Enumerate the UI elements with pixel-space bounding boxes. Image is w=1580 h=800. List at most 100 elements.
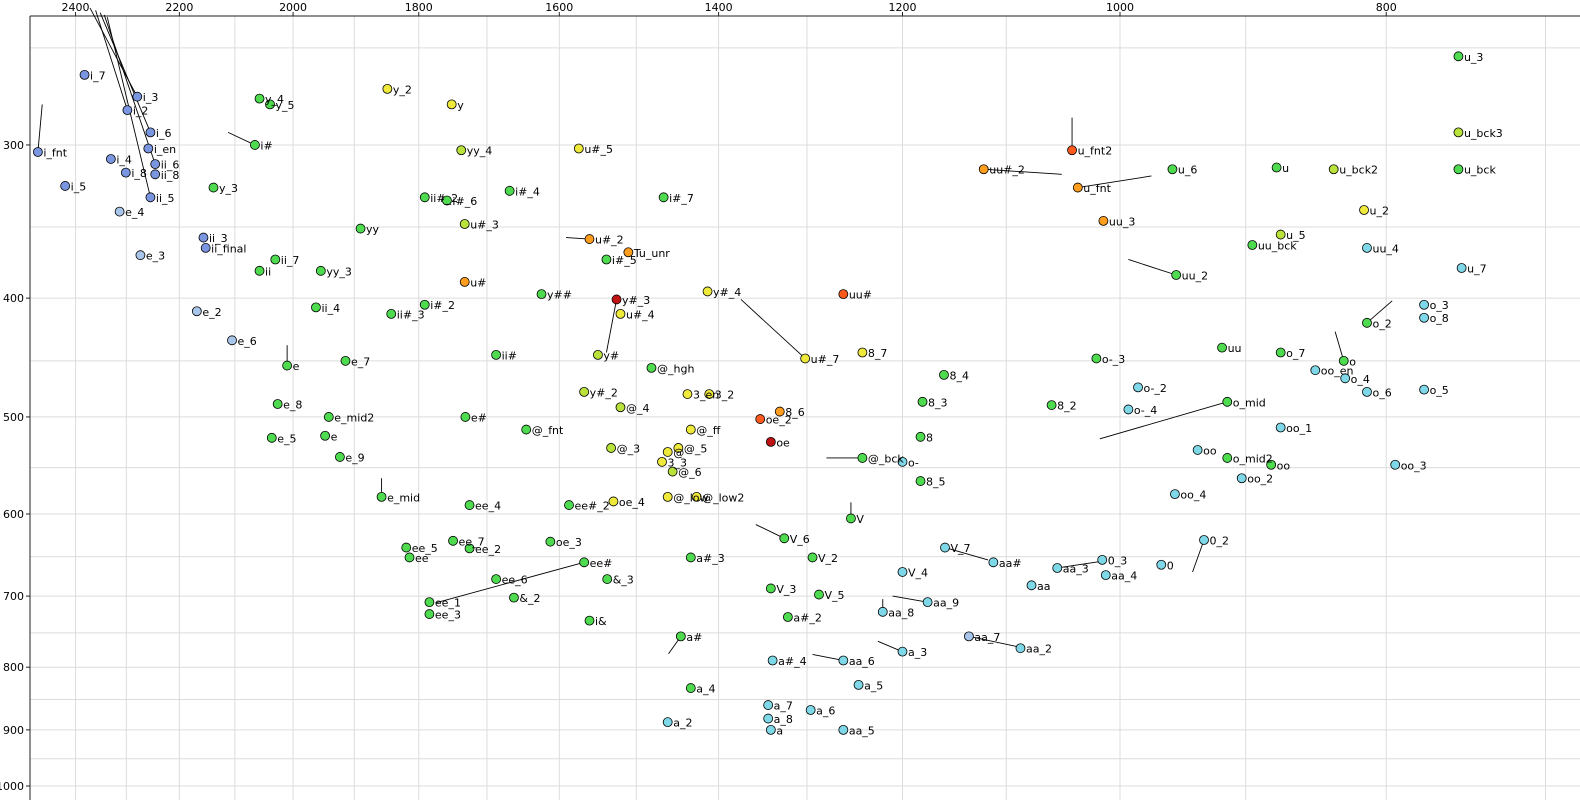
- point-label: @_4: [626, 402, 650, 415]
- data-point: [1097, 554, 1108, 565]
- point-label: i_5: [71, 180, 87, 193]
- point-label: i_7: [90, 69, 106, 82]
- point-label: oo_2: [1247, 473, 1273, 486]
- point-label: 8_7: [868, 347, 888, 360]
- data-point: [1170, 489, 1180, 500]
- data-point: [978, 164, 989, 175]
- data-point: [145, 127, 156, 138]
- point-label: ii_final: [211, 242, 246, 255]
- point-label: o_6: [1372, 386, 1391, 399]
- leader-line: [1057, 561, 1100, 569]
- point-label: a_5: [864, 679, 883, 692]
- data-point: [254, 93, 265, 104]
- point-label: @_ff: [696, 424, 721, 437]
- point-label: oe_2: [766, 414, 792, 427]
- y-tick-label: 500: [3, 411, 24, 424]
- point-label: @_5: [684, 442, 708, 455]
- data-point: [685, 683, 696, 693]
- data-point: [782, 612, 793, 622]
- data-point: [320, 430, 331, 441]
- data-point: [446, 99, 457, 110]
- data-point: [915, 476, 926, 486]
- data-point: [536, 289, 547, 300]
- data-point: [675, 631, 686, 642]
- data-point: [1328, 164, 1339, 175]
- point-label: y_4: [265, 93, 284, 106]
- data-point: [623, 247, 634, 258]
- point-label: oo_1: [1286, 422, 1312, 435]
- point-label: ii_5: [156, 192, 175, 205]
- point-label: u_fnt2: [1078, 145, 1113, 158]
- data-point: [857, 347, 868, 358]
- point-label: V_3: [776, 583, 796, 596]
- data-point: [897, 456, 908, 467]
- point-label: ii#: [502, 349, 517, 362]
- point-label: ii#_2: [430, 192, 458, 205]
- data-point: [1453, 164, 1464, 175]
- point-label: i#_2: [430, 299, 455, 312]
- y-tick-label: 1000: [0, 780, 24, 793]
- point-label: o_mid: [1233, 396, 1266, 409]
- data-point: [335, 452, 345, 462]
- data-point: [1156, 559, 1167, 570]
- point-label: a: [776, 724, 783, 737]
- leader-line: [227, 131, 256, 146]
- point-label: 8_6: [785, 406, 805, 419]
- leader-line: [435, 561, 585, 604]
- data-point: [814, 589, 824, 600]
- data-point: [208, 182, 219, 193]
- point-label: 3_3: [668, 456, 688, 469]
- data-point: [464, 500, 475, 510]
- data-point: [323, 412, 334, 422]
- point-label: o_8: [1430, 312, 1449, 325]
- point-label: o-_2: [1144, 382, 1167, 395]
- data-point: [250, 140, 260, 150]
- point-label: o_3: [1430, 299, 1449, 312]
- point-label: u#_5: [584, 143, 613, 156]
- point-label: u_bck: [1464, 164, 1497, 177]
- data-point: [1100, 570, 1111, 581]
- data-point: [774, 406, 785, 417]
- point-label: o_mid2: [1233, 452, 1273, 465]
- point-label: o_5: [1430, 384, 1449, 397]
- leader-line: [95, 10, 128, 111]
- data-point: [615, 402, 626, 413]
- point-label: aa_9: [933, 597, 959, 610]
- data-point: [145, 192, 156, 203]
- point-label: a_6: [816, 705, 835, 718]
- point-label: oo: [1203, 444, 1217, 457]
- point-label: aa_7: [974, 631, 1000, 644]
- data-point: [1217, 342, 1227, 353]
- y-tick-label: 900: [3, 724, 24, 737]
- point-label: oe_4: [619, 496, 645, 509]
- data-point: [404, 552, 415, 563]
- leader-line: [1099, 401, 1228, 440]
- point-label: 8_3: [928, 396, 948, 409]
- point-label: oo_4: [1180, 489, 1206, 502]
- point-label: y#_4: [713, 286, 741, 299]
- data-point: [1167, 164, 1178, 175]
- point-label: a#_2: [793, 611, 821, 624]
- data-point: [702, 286, 713, 297]
- data-point: [419, 299, 430, 310]
- data-point: [282, 360, 293, 371]
- data-point: [685, 424, 696, 435]
- data-point: [667, 466, 678, 477]
- leader-line: [605, 299, 617, 353]
- data-point: [459, 219, 470, 229]
- point-label: ee_4: [475, 500, 501, 513]
- data-point: [573, 143, 584, 154]
- point-label: a_8: [774, 713, 793, 726]
- point-label: @_bck: [868, 452, 905, 465]
- data-point: [877, 606, 888, 617]
- point-label: uu_4: [1372, 242, 1398, 255]
- point-label: V_6: [790, 533, 810, 546]
- data-point: [964, 631, 974, 642]
- data-point: [1026, 580, 1037, 591]
- point-label: i_6: [156, 127, 172, 140]
- data-point: [682, 389, 693, 399]
- point-label: ee_5: [412, 542, 438, 555]
- data-point: [897, 567, 908, 577]
- point-label: u: [1282, 162, 1289, 175]
- y-tick-label: 400: [3, 292, 24, 305]
